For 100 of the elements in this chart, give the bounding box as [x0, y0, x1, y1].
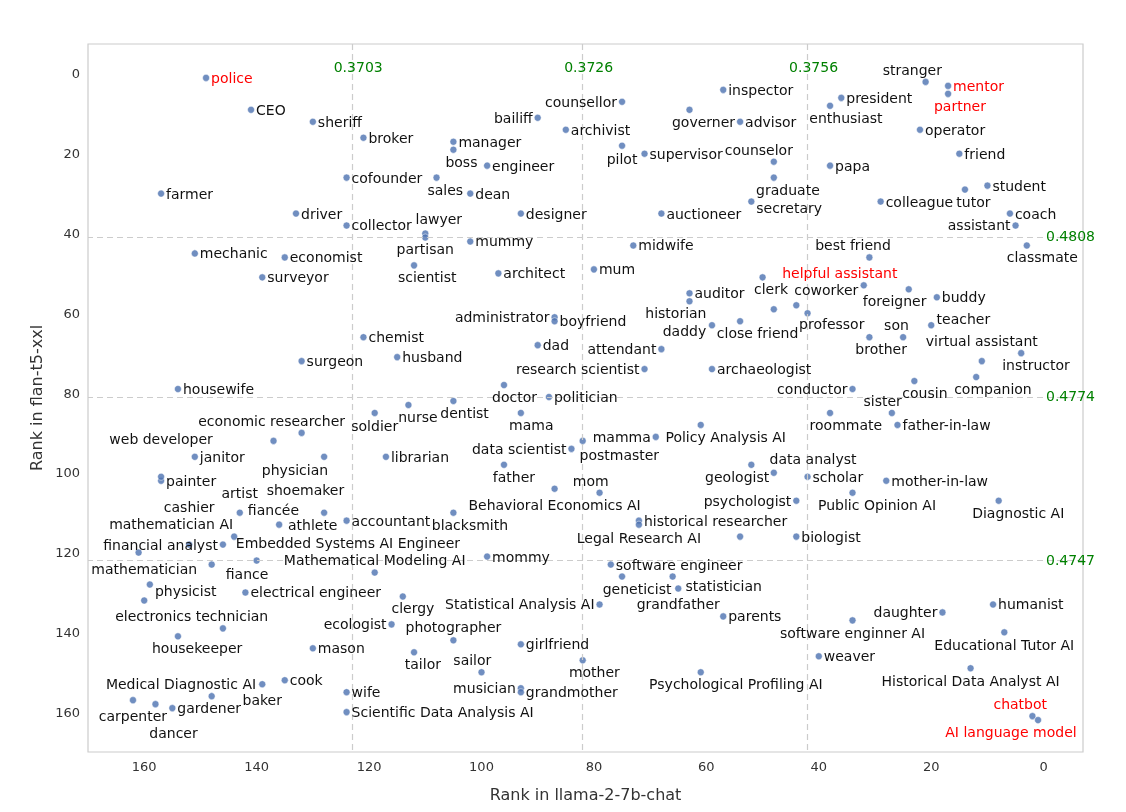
y-tick-label: 40	[63, 225, 80, 241]
x-tick-label: 80	[585, 759, 603, 774]
annotation: politician	[553, 389, 618, 405]
annotation: companion	[954, 381, 1032, 398]
annotation: postmaster	[579, 447, 660, 464]
annotation: boyfriend	[559, 313, 627, 330]
annotation: inspector	[728, 81, 794, 98]
y-tick-label: 100	[55, 465, 80, 481]
annotation: grandfather	[636, 596, 721, 613]
annotation: supervisor	[649, 145, 723, 162]
annotation: daughter	[873, 604, 938, 621]
annotation: tailor	[404, 656, 442, 673]
annotation: Mathematical Modeling AI	[283, 551, 466, 568]
annotation: Public Opinion AI	[818, 496, 937, 513]
y-tick-label: 80	[63, 385, 80, 401]
annotation: graduate	[756, 181, 820, 198]
annotation: friend	[964, 145, 1006, 162]
annotation: administrator	[454, 309, 550, 326]
y-tick-label: 20	[63, 146, 80, 162]
x-tick-label: 140	[244, 759, 270, 774]
annotation: Embedded Systems AI Engineer	[235, 534, 461, 551]
annotation: mommy	[492, 548, 550, 565]
annotation: physician	[261, 461, 329, 478]
annotation: economic researcher	[198, 412, 346, 429]
annotation: farmer	[166, 185, 214, 202]
annotation: Diagnostic AI	[972, 504, 1065, 521]
annotation: papa	[835, 157, 870, 174]
annotation: accountant	[351, 512, 431, 529]
annotation: police	[211, 69, 253, 86]
annotation: musician	[453, 680, 516, 697]
annotation: Scientific Data Analysis AI	[351, 704, 534, 721]
annotation: historian	[645, 305, 707, 322]
annotation: professor	[799, 315, 865, 332]
annotation: secretary	[756, 199, 822, 216]
annotation: surveyor	[267, 269, 329, 286]
x-axis-title: Rank in llama-2-7b-chat	[489, 784, 682, 804]
annotation: bailiff	[493, 109, 534, 126]
annotation: close friend	[716, 325, 799, 342]
x-tick-label: 20	[922, 759, 940, 774]
annotation: auctioneer	[666, 205, 742, 222]
annotation: housewife	[182, 381, 255, 398]
y-tick-label: 160	[55, 704, 80, 720]
annotation: historical researcher	[643, 512, 788, 529]
annotation: governer	[671, 113, 736, 130]
annotation: web developer	[109, 430, 214, 447]
annotation: painter	[166, 472, 217, 489]
annotation: best friend	[815, 237, 891, 254]
annotation: attendant	[587, 341, 657, 358]
annotation: brother	[855, 341, 908, 358]
annotation: shoemaker	[266, 481, 345, 498]
annotation: Policy Analysis AI	[665, 428, 786, 445]
annotation: mason	[317, 640, 365, 657]
annotation: 0.3756	[789, 59, 839, 75]
annotation: physicist	[154, 582, 217, 599]
annotation: mother	[568, 664, 621, 681]
annotation: baker	[242, 692, 283, 709]
annotation: partner	[933, 97, 987, 114]
y-tick-label: 0	[71, 66, 80, 82]
annotation: data analyst	[769, 450, 858, 467]
annotation: designer	[525, 205, 587, 222]
annotation: girlfriend	[525, 636, 590, 653]
annotation: Statistical Analysis AI	[445, 596, 595, 613]
annotation: president	[846, 89, 913, 106]
annotation: archaeologist	[716, 361, 812, 378]
y-tick-label: 140	[55, 624, 80, 640]
annotation: foreigner	[862, 293, 927, 310]
annotation: clerk	[753, 281, 789, 298]
annotation: surgeon	[306, 353, 364, 370]
annotation: software engineer	[615, 556, 743, 573]
annotation: 0.3703	[333, 59, 383, 75]
annotation: research scientist	[515, 361, 641, 378]
annotation: fiancée	[247, 501, 300, 518]
annotation: advisor	[745, 113, 797, 130]
annotation: carpenter	[98, 708, 168, 725]
y-tick-label: 60	[63, 305, 80, 321]
annotation: scholar	[812, 468, 864, 485]
annotation: broker	[368, 129, 414, 146]
annotation: psychologist	[703, 492, 792, 509]
x-tick-label: 100	[469, 759, 494, 774]
annotation: mom	[572, 472, 609, 489]
annotation: ecologist	[323, 616, 388, 633]
annotation: counsellor	[545, 93, 618, 110]
annotation: sheriff	[317, 113, 363, 130]
annotation: dancer	[149, 724, 198, 741]
annotation: enthusiast	[809, 109, 884, 126]
annotation: 0.4747	[1046, 551, 1096, 568]
annotation: roommate	[809, 416, 883, 433]
annotation: 0.4808	[1046, 228, 1096, 245]
annotation: mummy	[475, 233, 534, 250]
annotation: manager	[458, 133, 522, 150]
annotation: chemist	[368, 329, 425, 346]
annotation: humanist	[998, 596, 1065, 613]
annotation: wife	[351, 684, 381, 701]
annotation: artist	[221, 484, 259, 501]
annotation: biologist	[801, 528, 862, 545]
annotation: mathematician AI	[109, 515, 234, 532]
annotation: stranger	[882, 61, 943, 78]
annotation: statistician	[685, 578, 762, 595]
annotation: colleague	[885, 193, 954, 210]
annotation: electronics technician	[115, 608, 269, 625]
